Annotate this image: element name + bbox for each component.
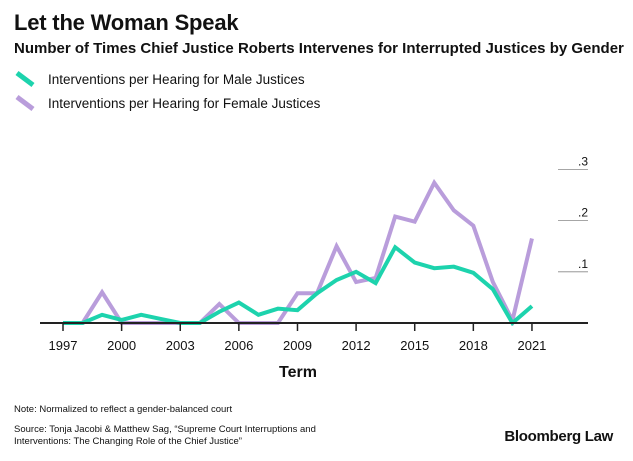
x-tick-label: 2003 <box>166 338 195 353</box>
x-tick-label: 2006 <box>224 338 253 353</box>
y-tick-label: .3 <box>578 154 588 168</box>
x-tick-label: 2012 <box>342 338 371 353</box>
brand-logo: Bloomberg Law <box>504 428 613 445</box>
x-tick-label: 1997 <box>49 338 78 353</box>
x-tick-label: 2021 <box>517 338 546 353</box>
y-tick-label: .2 <box>578 206 588 220</box>
legend-label-female: Interventions per Hearing for Female Jus… <box>48 95 321 111</box>
x-tick-label: 2000 <box>107 338 136 353</box>
legend-swatch-male-icon <box>15 71 35 87</box>
legend-item-male: Interventions per Hearing for Male Justi… <box>14 68 305 90</box>
source-line-2: Interventions: The Changing Role of the … <box>14 436 242 447</box>
x-tick-label: 2015 <box>400 338 429 353</box>
legend-item-female: Interventions per Hearing for Female Jus… <box>14 92 320 114</box>
chart-subtitle: Number of Times Chief Justice Roberts In… <box>14 40 624 57</box>
x-tick-label: 2018 <box>459 338 488 353</box>
legend-label-male: Interventions per Hearing for Male Justi… <box>48 71 305 87</box>
note: Note: Normalized to reflect a gender-bal… <box>14 404 233 415</box>
series-line <box>63 244 534 327</box>
y-tick-label: .1 <box>578 257 588 271</box>
source-line-1: Source: Tonja Jacobi & Matthew Sag, “Sup… <box>14 424 316 435</box>
legend-swatch-female-icon <box>15 95 35 111</box>
line-chart: .1 .2 .3 1997 2000 2003 2006 2009 2012 2015 2018 20… <box>40 154 588 381</box>
x-axis-label: Term <box>279 364 317 381</box>
x-tick-label: 2009 <box>283 338 312 353</box>
series-line <box>63 178 534 327</box>
chart-title: Let the Woman Speak <box>14 10 239 35</box>
